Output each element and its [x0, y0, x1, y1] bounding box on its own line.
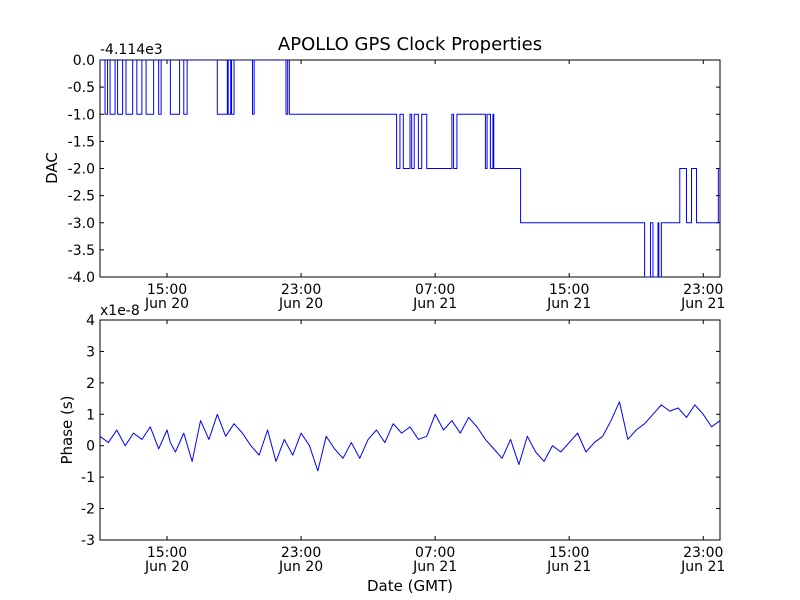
phase-y-tick-label: -3 [81, 533, 95, 549]
dac-x-tick-label-date: Jun 20 [278, 296, 323, 312]
phase-y-tick-label: 0 [86, 439, 95, 455]
phase-offset-label: x1e-8 [100, 303, 140, 319]
phase-x-tick-label-date: Jun 20 [144, 559, 189, 575]
phase-x-tick-label-date: Jun 20 [278, 559, 323, 575]
phase-plot-frame [99, 319, 721, 541]
phase-panel: x1e-8 Phase (s) Date (GMT) 4 3 2 1 0 -1 -2 -3 15… [58, 303, 725, 595]
dac-y-tick-label: -1.0 [68, 107, 95, 123]
dac-offset-label: -4.114e3 [100, 42, 163, 58]
phase-x-tick-label-time: 07:00 [415, 545, 455, 561]
dac-x-tick-label-time: 23:00 [281, 282, 321, 298]
phase-x-tick-label-time: 15:00 [549, 545, 589, 561]
phase-x-tick-label-time: 15:00 [147, 545, 187, 561]
dac-series-line [100, 60, 720, 277]
dac-y-tick-label: -1.5 [68, 134, 95, 150]
dac-y-axis-label: DAC [43, 152, 61, 184]
dac-y-tick-label: -3.0 [68, 216, 95, 232]
phase-y-tick-label: 4 [86, 313, 95, 329]
phase-y-tick-label: -2 [81, 502, 95, 518]
dac-y-tick-label: -2.0 [68, 162, 95, 178]
dac-x-tick-label-date: Jun 20 [144, 296, 189, 312]
phase-y-axis-label: Phase (s) [58, 395, 76, 464]
chart-title: APOLLO GPS Clock Properties [278, 34, 542, 55]
dac-x-tick-label-time: 23:00 [683, 282, 723, 298]
phase-series-line [100, 401, 720, 472]
dac-y-tick-label: 0.0 [73, 53, 95, 69]
dac-x-tick-label-date: Jun 21 [412, 296, 457, 312]
dac-panel: -4.114e3 DAC 0.0 -0.5 -1.0 -1.5 -2.0 -2.5 -3.0… [43, 42, 725, 312]
phase-y-tick-label: 1 [86, 407, 95, 423]
dac-x-tick-label-date: Jun 21 [680, 296, 725, 312]
dac-y-tick-label: -0.5 [68, 80, 95, 96]
dac-y-tick-label: -3.5 [68, 243, 95, 259]
phase-x-tick-label-time: 23:00 [683, 545, 723, 561]
phase-y-tick-label: 3 [86, 344, 95, 360]
dac-y-tick-label: -4.0 [68, 270, 95, 286]
dac-x-tick-label-date: Jun 21 [546, 296, 591, 312]
x-axis-label: Date (GMT) [367, 577, 453, 595]
dac-x-tick-label-time: 15:00 [147, 282, 187, 298]
dac-x-tick-label-time: 15:00 [549, 282, 589, 298]
phase-x-tick-label-date: Jun 21 [412, 559, 457, 575]
phase-x-tick-label-date: Jun 21 [680, 559, 725, 575]
phase-y-tick-label: -1 [81, 470, 95, 486]
phase-x-tick-label-date: Jun 21 [546, 559, 591, 575]
phase-y-tick-label: 2 [86, 376, 95, 392]
dac-y-tick-label: -2.5 [68, 189, 95, 205]
dac-x-tick-label-time: 07:00 [415, 282, 455, 298]
phase-x-tick-label-time: 23:00 [281, 545, 321, 561]
